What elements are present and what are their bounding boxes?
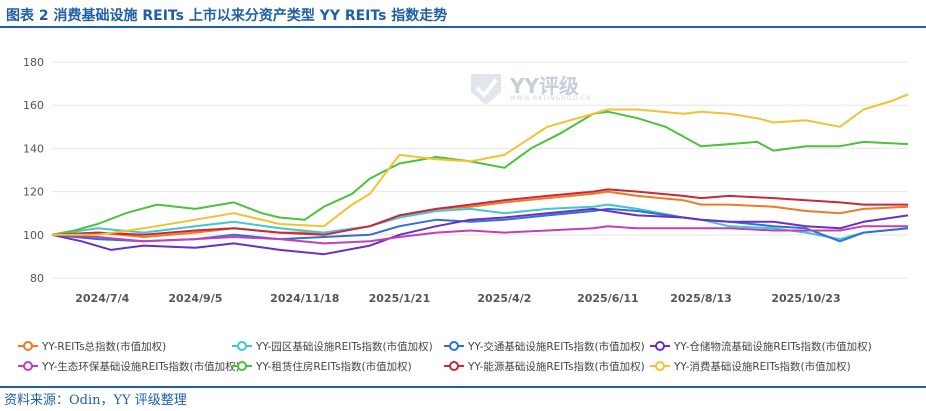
legend-marker <box>237 341 247 351</box>
y-tick-label: 80 <box>30 272 44 285</box>
series-line <box>52 93 909 236</box>
legend-marker <box>23 341 33 351</box>
legend-marker <box>237 361 247 371</box>
legend: YY-REITs总指数(市值加权) YY-园区基础设施REITs指数(市值加权) Y… <box>18 340 872 373</box>
legend-marker <box>449 341 459 351</box>
legend-marker <box>655 361 665 371</box>
source-note: 资料来源：Odin，YY 评级整理 <box>4 393 187 408</box>
legend-label: YY-消费基础设施REITs指数(市值加权) <box>673 360 851 373</box>
y-tick-label: 100 <box>23 229 44 242</box>
source-rule <box>0 386 926 388</box>
series-line <box>51 110 909 236</box>
series-line <box>51 207 909 256</box>
legend-marker <box>23 361 33 371</box>
y-tick-label: 180 <box>23 56 44 69</box>
series-line <box>51 188 908 236</box>
legend-label: YY-租赁住房REITs指数(市值加权) <box>255 360 412 373</box>
x-tick-label: 2024/7/4 <box>75 292 129 305</box>
x-tick-label: 2025/1/21 <box>369 292 431 305</box>
legend-marker <box>449 361 459 371</box>
series-line <box>51 203 909 241</box>
y-tick-label: 120 <box>23 186 44 199</box>
figure-title: 图表 2 消费基础设施 REITs 上市以来分资产类型 YY REITs 指数走… <box>6 8 448 24</box>
watermark: YY评级 WWW.RATINGDOG.CN <box>468 70 628 110</box>
series-line <box>51 207 909 243</box>
watermark-text: YY评级 <box>510 74 579 98</box>
x-axis: 2024/7/4 2024/9/5 2024/11/18 2025/1/21 2025/… <box>75 292 840 305</box>
check-shield-icon <box>471 74 501 105</box>
line-chart: 80 100 120 140 160 180 2024/7/4 2024/9/5 2024/1… <box>18 56 909 373</box>
series-line <box>51 225 908 245</box>
title-rule <box>0 26 926 28</box>
legend-label: YY-能源基础设施REITs指数(市值加权) <box>467 360 645 373</box>
legend-label: YY-生态环保基础设施REITs指数(市值加权) <box>41 360 240 373</box>
y-axis: 80 100 120 140 160 180 <box>23 56 44 285</box>
x-tick-label: 2024/11/18 <box>270 292 339 305</box>
y-tick-label: 140 <box>23 142 44 155</box>
legend-label: YY-仓储物流基础设施REITs指数(市值加权) <box>673 340 872 353</box>
watermark-subtext: WWW.RATINGDOG.CN <box>510 95 592 102</box>
legend-label: YY-园区基础设施REITs指数(市值加权) <box>255 340 433 353</box>
series-lines <box>51 93 909 256</box>
x-tick-label: 2025/6/11 <box>577 292 639 305</box>
grid-lines <box>52 61 908 279</box>
x-tick-label: 2025/8/13 <box>670 292 732 305</box>
legend-label: YY-交通基础设施REITs指数(市值加权) <box>467 340 645 353</box>
legend-marker <box>655 341 665 351</box>
x-tick-label: 2025/10/23 <box>771 292 840 305</box>
y-tick-label: 160 <box>23 99 44 112</box>
x-tick-label: 2025/4/2 <box>477 292 531 305</box>
x-tick-label: 2024/9/5 <box>168 292 222 305</box>
legend-label: YY-REITs总指数(市值加权) <box>41 340 166 353</box>
